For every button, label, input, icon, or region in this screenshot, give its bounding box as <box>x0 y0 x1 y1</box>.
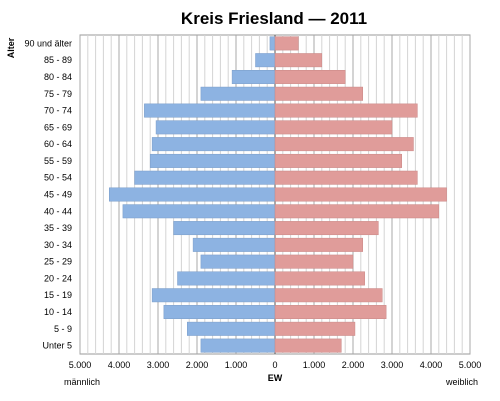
bar-weiblich <box>274 204 440 219</box>
category-label: 15 - 19 <box>44 290 72 300</box>
bar-weiblich <box>274 254 354 269</box>
category-label: 5 - 9 <box>54 324 72 334</box>
category-label: 65 - 69 <box>44 122 72 132</box>
bar-maennlich <box>149 153 276 168</box>
bar-weiblich <box>274 271 365 286</box>
bar-maennlich <box>177 271 276 286</box>
category-label: 30 - 34 <box>44 240 72 250</box>
bar-weiblich <box>274 288 383 303</box>
x-tick-label: 2.000 <box>342 360 365 370</box>
x-tick-label: 0 <box>272 360 277 370</box>
bar-weiblich <box>274 86 363 101</box>
bar-weiblich <box>274 120 393 135</box>
bar-maennlich <box>163 305 276 319</box>
right-series-label: weiblich <box>445 377 478 387</box>
x-tick-label: 5.000 <box>459 360 482 370</box>
bar-weiblich <box>274 305 387 319</box>
bar-maennlich <box>144 103 276 118</box>
x-tick-label: 1.000 <box>303 360 326 370</box>
category-label: 75 - 79 <box>44 89 72 99</box>
category-label: 55 - 59 <box>44 156 72 166</box>
left-series-label: männlich <box>64 377 100 387</box>
bar-maennlich <box>255 53 276 68</box>
bar-weiblich <box>274 221 379 236</box>
bar-weiblich <box>274 36 299 51</box>
bar-maennlich <box>200 254 276 269</box>
bar-maennlich <box>269 36 276 51</box>
bar-weiblich <box>274 237 363 252</box>
category-label: 80 - 84 <box>44 72 72 82</box>
bar-weiblich <box>274 103 418 118</box>
category-label: 85 - 89 <box>44 55 72 65</box>
bar-maennlich <box>231 70 276 84</box>
x-tick-label: 3.000 <box>381 360 404 370</box>
x-tick-labels: 5.000 4.000 3.000 2.000 1.000 0 1.000 2.000 3.00… <box>69 360 482 370</box>
bar-maennlich <box>122 204 276 219</box>
category-label: 10 - 14 <box>44 307 72 317</box>
x-tick-label: 3.000 <box>147 360 170 370</box>
category-label: 35 - 39 <box>44 223 72 233</box>
category-label: 50 - 54 <box>44 173 72 183</box>
bar-maennlich <box>109 187 276 202</box>
bar-weiblich <box>274 338 342 353</box>
x-axis-label: EW <box>268 373 283 383</box>
bar-maennlich <box>200 338 276 353</box>
category-label: 90 und älter <box>24 38 72 48</box>
bars <box>109 36 447 353</box>
bar-maennlich <box>173 221 276 236</box>
category-label: 25 - 29 <box>44 257 72 267</box>
category-label: 60 - 64 <box>44 139 72 149</box>
category-label: 20 - 24 <box>44 273 72 283</box>
bar-weiblich <box>274 170 418 185</box>
bar-maennlich <box>155 120 276 135</box>
bar-weiblich <box>274 53 323 68</box>
bar-maennlich <box>192 237 276 252</box>
bar-maennlich <box>200 86 276 101</box>
bar-maennlich <box>151 137 276 152</box>
bar-weiblich <box>274 321 356 336</box>
y-axis-label: Alter <box>6 37 16 58</box>
bar-weiblich <box>274 187 447 202</box>
category-label: Unter 5 <box>42 341 72 351</box>
category-label: 45 - 49 <box>44 190 72 200</box>
category-label: 40 - 44 <box>44 206 72 216</box>
bar-weiblich <box>274 70 346 84</box>
category-label: 70 - 74 <box>44 106 72 116</box>
x-tick-label: 2.000 <box>186 360 209 370</box>
bar-maennlich <box>151 288 276 303</box>
bar-maennlich <box>134 170 276 185</box>
x-tick-label: 4.000 <box>420 360 443 370</box>
x-tick-label: 5.000 <box>69 360 92 370</box>
x-tick-label: 1.000 <box>225 360 248 370</box>
bar-maennlich <box>187 321 276 336</box>
bar-weiblich <box>274 153 402 168</box>
x-tick-label: 4.000 <box>108 360 131 370</box>
chart-title: Kreis Friesland — 2011 <box>181 9 367 28</box>
bar-weiblich <box>274 137 414 152</box>
category-labels: 90 und älter 85 - 89 80 - 84 75 - 79 70 - 74… <box>24 38 72 350</box>
